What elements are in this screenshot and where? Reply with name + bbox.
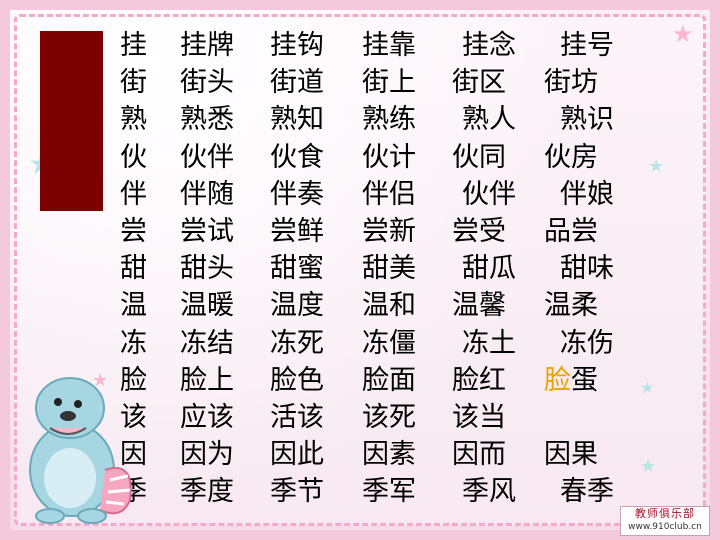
logo-title: 教师俱乐部 [635, 507, 695, 520]
word-cell: 挂念 [462, 30, 516, 61]
word-cell: 季军 [362, 476, 416, 508]
word-cell: 街头 [180, 67, 234, 99]
word-cell: 尝鲜 [270, 216, 324, 247]
character-cell: 冻 [120, 327, 147, 359]
word-cell: 冻死 [270, 327, 324, 359]
word-cell: 熟知 [270, 104, 324, 136]
word-cell: 脸红 [452, 364, 506, 396]
word-cell: 应该 [180, 402, 234, 433]
character-cell: 伙 [120, 141, 147, 173]
word-cell: 挂靠 [362, 30, 416, 61]
word-cell: 温馨 [452, 290, 506, 322]
character-cell: 熟 [120, 104, 147, 136]
word-cell: 冻僵 [362, 327, 416, 359]
word-cell: 因此 [270, 439, 324, 471]
word-cell: 春季 [560, 476, 614, 508]
logo-url: www.910club.cn [628, 522, 702, 532]
word-cell: 伴娘 [560, 178, 614, 210]
star-icon: ★ [92, 370, 109, 391]
word-cell: 尝受 [452, 216, 506, 247]
word-cell: 熟练 [362, 104, 416, 136]
word-cell: 甜美 [362, 253, 416, 285]
star-icon: ★ [640, 378, 655, 397]
word-cell: 因为 [180, 439, 234, 471]
word-cell: 挂钩 [270, 30, 324, 61]
word-cell: 冻伤 [560, 327, 614, 359]
word-cell: 季节 [270, 476, 324, 508]
word-cell: 伴奏 [270, 178, 324, 210]
word-cell: 因素 [362, 439, 416, 471]
word-cell: 冻土 [462, 327, 516, 359]
star-icon: ★ [640, 456, 657, 477]
word-cell: 熟人 [462, 104, 516, 136]
word-cell: 温柔 [544, 290, 598, 322]
word-cell: 温暖 [180, 290, 234, 322]
word-cell: 伙伴 [180, 141, 234, 173]
word-cell: 伙伴 [462, 178, 516, 210]
word-cell: 伙食 [270, 141, 324, 173]
character-cell: 该 [120, 402, 147, 433]
word-cell: 伙同 [452, 141, 506, 173]
title-bar [40, 31, 103, 211]
character-cell: 街 [120, 67, 147, 99]
character-cell: 因 [120, 439, 147, 471]
publisher-logo: 教师俱乐部 www.910club.cn [620, 506, 710, 536]
character-cell: 伴 [120, 178, 147, 210]
glyph: 蛋 [571, 364, 598, 396]
word-cell: 尝试 [180, 216, 234, 247]
word-cell: 因而 [452, 439, 506, 471]
word-cell: 脸上 [180, 364, 234, 396]
word-cell: 熟识 [560, 104, 614, 136]
word-cell: 挂牌 [180, 30, 234, 61]
word-cell: 品尝 [544, 216, 598, 247]
word-cell: 该当 [452, 402, 506, 433]
word-cell: 甜瓜 [462, 253, 516, 285]
word-cell: 季风 [462, 476, 516, 508]
slide-border [14, 14, 706, 526]
word-cell: 伴侣 [362, 178, 416, 210]
star-icon: ★ [672, 20, 694, 48]
highlighted-glyph: 脸 [544, 364, 571, 396]
cartoon-otter-mascot [29, 377, 132, 524]
word-cell: 街道 [270, 67, 324, 99]
word-cell: 伙计 [362, 141, 416, 173]
character-cell: 温 [120, 290, 147, 322]
word-cell: 街上 [362, 67, 416, 99]
word-cell: 挂号 [560, 30, 614, 61]
character-cell: 挂 [120, 30, 147, 61]
word-cell: 脸色 [270, 364, 324, 396]
word-cell: 脸蛋 [544, 364, 598, 398]
word-cell: 伙房 [544, 141, 598, 173]
word-cell: 熟悉 [180, 104, 234, 136]
word-cell: 伴随 [180, 178, 234, 210]
word-cell: 甜味 [560, 253, 614, 285]
word-cell: 甜头 [180, 253, 234, 285]
word-cell: 冻结 [180, 327, 234, 359]
word-cell: 甜蜜 [270, 253, 324, 285]
character-cell: 甜 [120, 253, 147, 285]
word-cell: 街区 [452, 67, 506, 99]
word-cell: 季度 [180, 476, 234, 508]
word-cell: 因果 [544, 439, 598, 471]
star-icon: ★ [648, 156, 665, 177]
character-cell: 尝 [120, 216, 147, 247]
word-cell: 脸面 [362, 364, 416, 396]
word-cell: 尝新 [362, 216, 416, 247]
word-cell: 活该 [270, 402, 324, 433]
character-cell: 脸 [120, 364, 147, 396]
word-cell: 温和 [362, 290, 416, 322]
word-cell: 街坊 [544, 67, 598, 99]
word-cell: 该死 [362, 402, 416, 433]
word-cell: 温度 [270, 290, 324, 322]
